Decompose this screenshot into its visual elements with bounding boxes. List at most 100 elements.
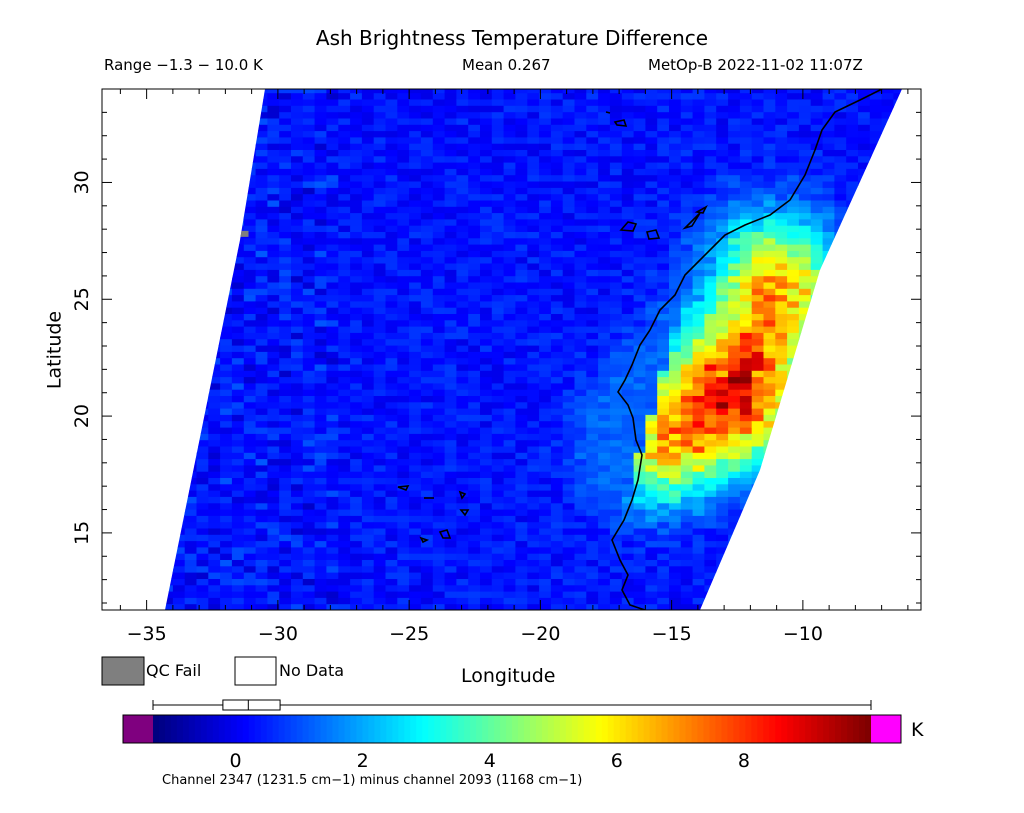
heat-cell bbox=[314, 206, 327, 214]
heat-cell bbox=[255, 105, 268, 113]
heat-cell bbox=[409, 200, 422, 207]
heat-cell bbox=[515, 294, 528, 302]
heat-cell bbox=[550, 162, 564, 169]
heat-cell bbox=[314, 162, 327, 169]
heat-cell bbox=[515, 572, 528, 579]
heat-cell bbox=[243, 118, 257, 125]
heat-cell bbox=[527, 269, 540, 277]
heat-cell bbox=[692, 597, 705, 605]
heat-cell bbox=[633, 288, 646, 296]
heat-cell bbox=[716, 168, 729, 176]
heat-cell bbox=[586, 578, 599, 586]
heat-cell bbox=[539, 414, 552, 422]
heat-cell bbox=[598, 572, 611, 579]
heat-cell bbox=[291, 515, 304, 523]
heat-cell bbox=[338, 99, 351, 106]
heat-cell bbox=[149, 187, 161, 194]
heat-cell bbox=[704, 111, 717, 119]
heat-cell bbox=[165, 218, 174, 226]
heat-cell bbox=[279, 92, 292, 100]
heat-cell bbox=[633, 187, 646, 195]
heat-cell bbox=[409, 591, 422, 598]
heat-cell bbox=[326, 528, 339, 535]
heat-cell bbox=[220, 401, 233, 409]
heat-cell bbox=[102, 326, 114, 333]
heat-cell bbox=[255, 591, 268, 598]
heat-cell bbox=[409, 244, 422, 251]
heat-cell bbox=[633, 458, 646, 466]
heat-cell bbox=[503, 92, 516, 100]
heat-cell bbox=[444, 168, 457, 176]
heat-cell bbox=[775, 92, 788, 100]
heat-cell bbox=[539, 307, 552, 314]
heat-cell bbox=[657, 509, 670, 516]
heat-cell bbox=[231, 193, 245, 201]
heat-cell bbox=[420, 162, 434, 169]
heat-cell bbox=[539, 427, 552, 434]
heat-cell bbox=[480, 155, 493, 163]
heat-cell bbox=[633, 326, 646, 333]
heat-cell bbox=[149, 332, 161, 339]
heat-cell bbox=[102, 459, 114, 466]
heat-cell bbox=[279, 439, 292, 447]
heat-cell bbox=[291, 572, 304, 579]
heat-cell bbox=[326, 553, 339, 560]
heat-cell bbox=[550, 143, 564, 150]
heat-cell bbox=[397, 92, 410, 100]
heat-cell bbox=[255, 256, 268, 264]
heat-cell bbox=[503, 521, 516, 529]
heat-cell bbox=[704, 376, 717, 384]
heat-cell bbox=[102, 585, 114, 592]
heat-cell bbox=[114, 414, 126, 421]
heat-cell bbox=[279, 559, 292, 567]
heat-cell bbox=[621, 395, 635, 403]
heat-cell bbox=[231, 515, 245, 523]
heat-cell bbox=[739, 269, 753, 277]
heat-cell bbox=[550, 534, 564, 542]
heat-cell bbox=[444, 200, 457, 207]
heat-cell bbox=[373, 572, 386, 579]
heat-cell bbox=[220, 439, 233, 447]
heat-cell bbox=[149, 282, 161, 289]
heat-cell bbox=[267, 155, 280, 163]
heat-cell bbox=[480, 420, 493, 428]
heat-cell bbox=[184, 136, 197, 144]
heat-cell bbox=[751, 490, 764, 497]
heat-cell bbox=[728, 464, 741, 472]
heat-cell bbox=[314, 395, 327, 403]
heat-cell bbox=[279, 528, 292, 535]
heat-cell bbox=[172, 490, 186, 497]
heat-cell bbox=[184, 326, 197, 333]
heat-cell bbox=[184, 168, 197, 176]
heat-cell bbox=[680, 490, 694, 497]
heat-cell bbox=[165, 105, 174, 113]
heat-cell bbox=[491, 502, 505, 510]
heat-cell bbox=[728, 408, 741, 415]
heat-cell bbox=[728, 597, 741, 605]
heat-cell bbox=[184, 446, 197, 453]
heat-cell bbox=[775, 269, 788, 277]
heat-cell bbox=[515, 231, 528, 239]
heat-cell bbox=[550, 326, 564, 333]
heat-cell bbox=[432, 509, 446, 516]
heat-cell bbox=[165, 250, 174, 258]
heat-cell bbox=[432, 130, 446, 138]
heat-cell bbox=[468, 288, 481, 296]
heat-cell bbox=[196, 496, 209, 504]
heat-cell bbox=[385, 389, 398, 396]
heat-cell bbox=[208, 458, 221, 466]
heat-cell bbox=[302, 389, 316, 396]
heat-cell bbox=[456, 502, 469, 510]
heat-cell bbox=[669, 250, 682, 258]
heat-cell bbox=[704, 464, 717, 472]
heat-cell bbox=[456, 237, 469, 245]
heat-cell bbox=[172, 591, 186, 598]
heat-cell bbox=[409, 439, 422, 447]
heat-cell bbox=[137, 320, 149, 327]
heat-cell bbox=[165, 559, 174, 567]
heat-cell bbox=[314, 483, 327, 491]
heat-cell bbox=[763, 357, 776, 365]
heat-cell bbox=[728, 446, 741, 453]
heat-cell bbox=[598, 218, 611, 226]
heat-cell bbox=[291, 408, 304, 415]
